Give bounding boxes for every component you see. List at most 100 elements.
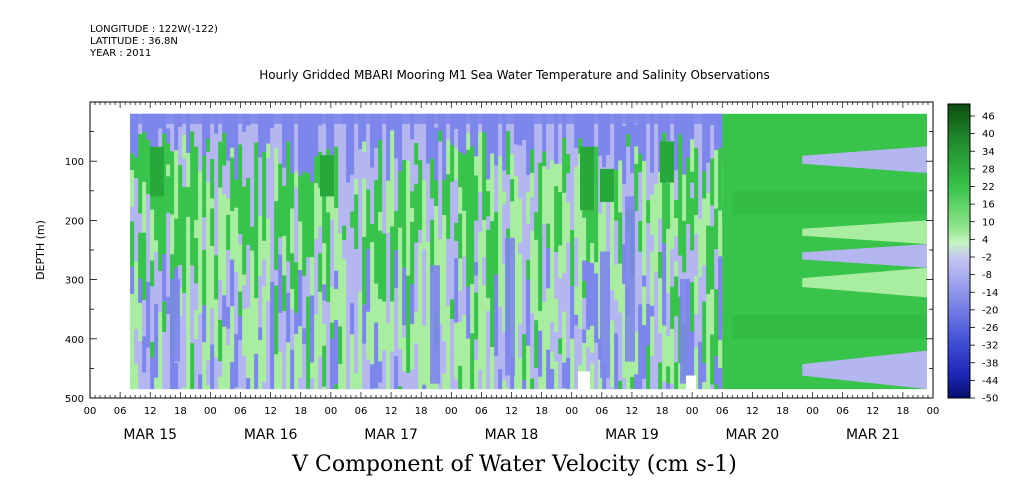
obs-cell: [670, 383, 675, 390]
obs-core: [580, 146, 594, 211]
obs-cell: [634, 146, 639, 164]
obs-cell: [162, 301, 167, 332]
obs-cell: [322, 243, 327, 285]
obs-cell: [518, 145, 523, 199]
obs-cell: [262, 151, 267, 185]
obs-cell: [342, 124, 347, 181]
obs-cell: [306, 113, 311, 174]
obs-cell: [218, 238, 223, 250]
obs-cell: [378, 382, 383, 390]
obs-cell: [658, 251, 663, 279]
obs-cell: [370, 167, 375, 225]
obs-cell: [354, 267, 359, 311]
obs-cell: [274, 201, 279, 270]
obs-cell: [710, 226, 715, 290]
obs-cell: [518, 113, 523, 146]
x-tick-label: 18: [294, 406, 307, 417]
obs-cell: [242, 247, 247, 275]
obs-cell: [706, 294, 711, 356]
obs-cell: [354, 249, 359, 268]
obs-cell: [426, 231, 431, 242]
obs-cell: [182, 187, 187, 234]
obs-cell: [678, 134, 683, 188]
obs-cell: [618, 380, 623, 390]
obs-cell: [574, 113, 579, 148]
obs-cell: [426, 331, 431, 390]
obs-cell: [262, 184, 267, 217]
obs-cell: [426, 163, 431, 232]
obs-cell: [314, 183, 319, 240]
obs-cell: [342, 225, 347, 241]
obs-cell: [142, 169, 147, 182]
obs-cell: [358, 113, 363, 149]
obs-cell: [414, 143, 419, 165]
obs-cell: [338, 233, 343, 258]
obs-cell: [322, 386, 327, 390]
obs-cell: [574, 314, 579, 326]
obs-cell: [230, 157, 235, 212]
obs-cell: [614, 170, 619, 221]
obs-cell: [342, 269, 347, 322]
obs-cell: [318, 356, 323, 390]
obs-cell: [622, 126, 627, 185]
obs-cell: [290, 349, 295, 390]
obs-cell: [542, 151, 547, 167]
obs-cell: [234, 334, 239, 368]
colorbar-label: -8: [982, 270, 992, 281]
obs-cell: [542, 283, 547, 303]
obs-cell: [282, 167, 287, 186]
obs-cell: [298, 377, 303, 390]
obs-cell: [698, 387, 703, 390]
obs-cell: [418, 113, 423, 161]
obs-cell: [466, 286, 471, 339]
obs-cell: [278, 113, 283, 164]
obs-cell: [594, 113, 599, 147]
obs-cell: [534, 113, 539, 155]
obs-cell: [702, 363, 707, 383]
obs-cell: [278, 237, 283, 255]
obs-cell: [286, 292, 291, 343]
obs-cell: [270, 250, 275, 282]
obs-cell: [250, 358, 255, 390]
obs-cell: [718, 297, 723, 341]
obs-cell: [618, 113, 623, 161]
obs-cell: [262, 113, 267, 152]
obs-cell: [294, 262, 299, 313]
obs-cell: [378, 200, 383, 213]
obs-cell: [582, 280, 587, 298]
obs-cell: [494, 274, 499, 292]
obs-cell: [430, 198, 435, 220]
gap: [578, 371, 590, 390]
obs-cell: [450, 144, 455, 182]
x-tick-label: 06: [355, 406, 368, 417]
obs-cell: [450, 181, 455, 241]
obs-cell: [598, 213, 603, 267]
obs-cell: [662, 381, 667, 390]
obs-cell: [374, 148, 379, 181]
x-tick-label: 00: [686, 406, 699, 417]
obs-cell: [250, 113, 255, 159]
obs-cell: [538, 233, 543, 286]
obs-cell: [674, 236, 679, 262]
obs-cell: [694, 233, 699, 277]
obs-cell: [342, 259, 347, 270]
obs-cell: [150, 113, 155, 158]
obs-cell: [422, 314, 427, 326]
obs-cell: [530, 246, 535, 313]
obs-cell: [502, 204, 507, 264]
obs-cell: [206, 113, 211, 139]
obs-cell: [454, 148, 459, 180]
obs-cell: [718, 148, 723, 211]
obs-cell: [426, 113, 431, 164]
obs-cell: [686, 240, 691, 283]
obs-cell: [382, 181, 387, 234]
obs-cell: [418, 176, 423, 230]
obs-cell: [250, 250, 255, 302]
x-tick-label: 00: [324, 406, 337, 417]
obs-cell: [614, 299, 619, 334]
obs-cell: [430, 158, 435, 199]
obs-cell: [706, 355, 711, 386]
obs-cell: [398, 227, 403, 286]
obs-cell: [374, 180, 379, 221]
